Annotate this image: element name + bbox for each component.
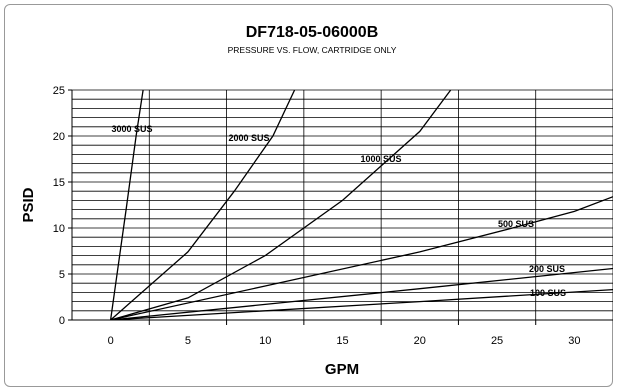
x-tick-label: 5: [185, 335, 191, 347]
y-axis-label: PSID: [20, 187, 37, 222]
x-axis-label: GPM: [325, 361, 359, 378]
y-tick-label: 25: [53, 85, 65, 97]
y-tick-label: 20: [53, 131, 65, 143]
x-tick-label: 25: [491, 335, 503, 347]
x-tick-label: 30: [568, 335, 580, 347]
y-tick-label: 5: [59, 269, 65, 281]
x-tick-label: 20: [414, 335, 426, 347]
series-line: [110, 267, 613, 320]
series-line: [109, 90, 144, 320]
y-tick-label: 0: [59, 315, 65, 327]
y-tick-label: 15: [53, 177, 65, 189]
chart-title: DF718-05-06000B: [246, 24, 379, 41]
series-line: [110, 90, 452, 320]
y-tick-label: 10: [53, 223, 65, 235]
series-line: [110, 90, 296, 320]
series-lines: [109, 90, 613, 320]
series-line: [110, 288, 613, 320]
chart-subtitle: PRESSURE VS. FLOW, CARTRIDGE ONLY: [228, 45, 397, 55]
chart-frame: [4, 4, 613, 387]
series-line: [110, 196, 613, 320]
x-tick-label: 0: [108, 335, 114, 347]
series-labels: 3000 SUS 2000 SUS 1000 SUS 500 SUS 200 SUS 10…: [111, 124, 566, 298]
grid: [71, 89, 613, 321]
series-label: 2000 SUS: [228, 133, 269, 143]
series-label: 3000 SUS: [111, 124, 152, 134]
x-tick-label: 10: [259, 335, 271, 347]
series-label: 100 SUS: [530, 288, 566, 298]
series-label: 1000 SUS: [360, 154, 401, 164]
series-label: 200 SUS: [529, 264, 565, 274]
tick-labels: 0 5 10 15 20 25 0 5 10 15 20 25 30: [53, 85, 581, 347]
x-tick-label: 15: [336, 335, 348, 347]
series-label: 500 SUS: [498, 219, 534, 229]
